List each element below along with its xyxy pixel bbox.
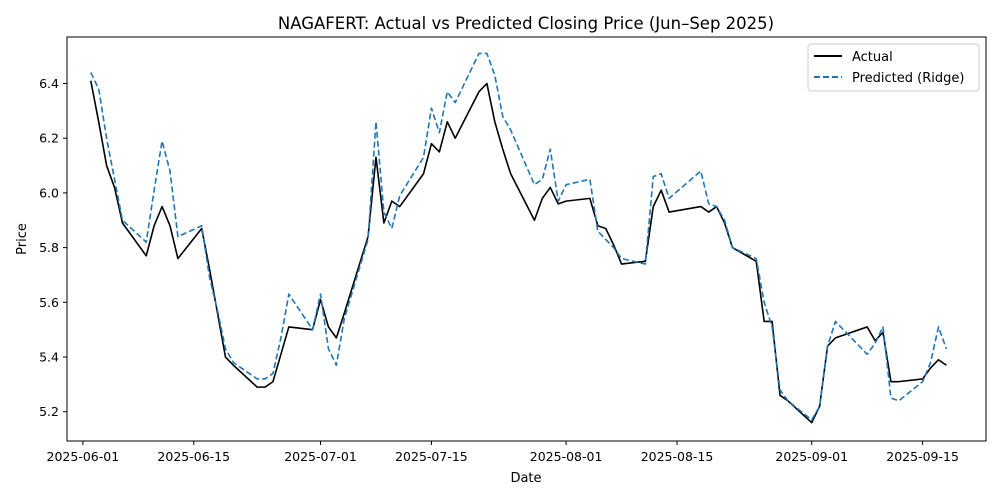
x-tick-label: 2025-06-15	[157, 449, 230, 464]
x-axis-label: Date	[510, 471, 541, 486]
chart-title: NAGAFERT: Actual vs Predicted Closing Pr…	[278, 14, 774, 33]
series-line-predicted	[90, 52, 948, 421]
y-tick-label: 6.0	[39, 185, 59, 200]
y-axis: 5.2 5.4 5.6 5.8 6.0 6.2 6.4	[39, 76, 67, 419]
x-tick-label: 2025-07-15	[395, 449, 468, 464]
legend: Actual Predicted (Ridge)	[807, 43, 980, 92]
plot-area	[66, 36, 987, 442]
x-tick-label: 2025-06-01	[47, 449, 120, 464]
axes-frame	[66, 36, 987, 442]
x-tick-label: 2025-09-01	[775, 449, 848, 464]
series-layer	[89, 52, 948, 424]
y-axis-label: Price	[15, 223, 30, 255]
y-tick-label: 5.4	[39, 350, 59, 365]
legend-label-predicted: Predicted (Ridge)	[852, 71, 964, 86]
x-tick-label: 2025-09-15	[886, 449, 959, 464]
x-axis: 2025-06-01 2025-06-15 2025-07-01 2025-07-15…	[47, 441, 959, 464]
legend-box	[807, 43, 980, 92]
y-tick-label: 5.8	[39, 240, 59, 255]
y-tick-label: 5.2	[39, 404, 59, 419]
y-tick-label: 5.6	[39, 295, 59, 310]
y-tick-label: 6.4	[39, 76, 59, 91]
x-tick-label: 2025-08-01	[530, 449, 603, 464]
x-tick-label: 2025-08-15	[641, 449, 714, 464]
series-line-actual	[89, 80, 947, 424]
legend-label-actual: Actual	[852, 50, 893, 65]
x-tick-label: 2025-07-01	[284, 449, 357, 464]
y-tick-label: 6.2	[39, 131, 59, 146]
